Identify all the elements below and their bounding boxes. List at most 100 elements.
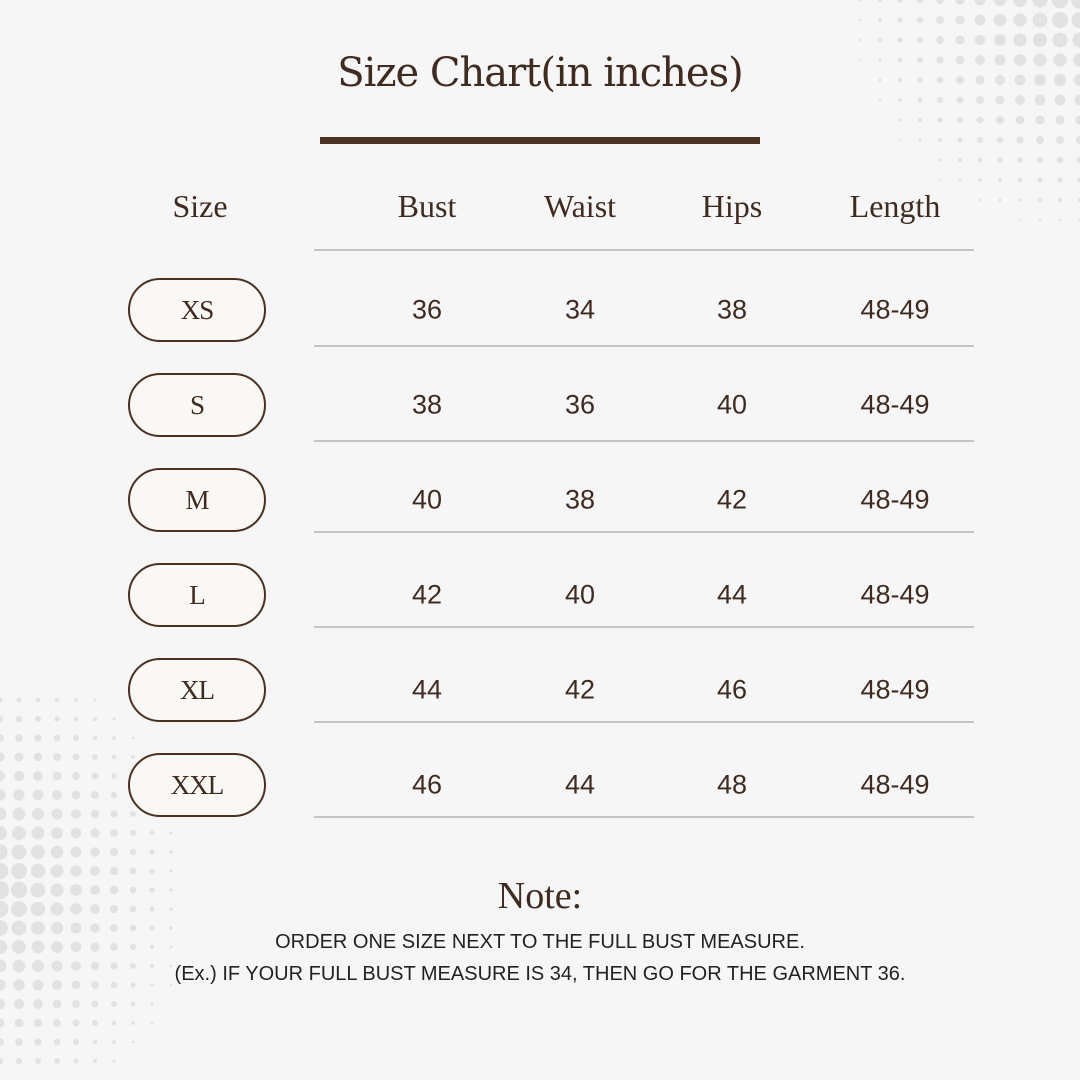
dot (1034, 94, 1046, 106)
dot (1013, 0, 1027, 7)
cell-length: 48-49 (860, 579, 930, 610)
header-bust: Bust (397, 188, 457, 224)
dot (35, 697, 41, 703)
dot (878, 18, 882, 22)
dot (1075, 115, 1080, 125)
dot (169, 926, 173, 930)
dot (130, 811, 136, 817)
dot (30, 863, 46, 879)
dot (32, 789, 44, 801)
dot (91, 1000, 99, 1008)
dot (149, 925, 155, 931)
dot (938, 178, 942, 182)
dot (0, 920, 8, 936)
cell-bust: 44 (411, 674, 443, 705)
dot (16, 697, 22, 703)
dot (1058, 218, 1062, 222)
dot (93, 717, 97, 721)
dot (898, 98, 902, 102)
dot (0, 900, 9, 918)
dot (1037, 177, 1043, 183)
dot (0, 939, 8, 955)
header-length: Length (849, 188, 941, 224)
dot (54, 1058, 60, 1064)
note-line: ORDER ONE SIZE NEXT TO THE FULL BUST MEA… (275, 931, 805, 953)
cell-hips: 40 (716, 389, 748, 420)
dot (1076, 156, 1080, 164)
header-waist: Waist (543, 188, 617, 224)
dot (71, 999, 81, 1009)
dot (129, 829, 137, 837)
dot (169, 888, 173, 892)
dot (109, 866, 119, 876)
dot (0, 998, 6, 1010)
dot (33, 999, 43, 1009)
size-pill-xxl: XXL (128, 753, 266, 817)
row-divider (314, 531, 974, 533)
dot (13, 998, 25, 1010)
dot (73, 1058, 79, 1064)
dot (53, 1038, 61, 1046)
dot (1055, 115, 1065, 125)
header-size: Size (172, 188, 228, 224)
dot (110, 962, 118, 970)
dot (74, 698, 78, 702)
dot (1033, 53, 1047, 67)
dot (1075, 135, 1080, 145)
cell-waist: 40 (564, 579, 596, 610)
cell-bust: 46 (411, 769, 443, 800)
dot (32, 808, 44, 820)
dot (918, 138, 922, 142)
dot (958, 158, 962, 162)
dot (976, 116, 984, 124)
dot (33, 752, 43, 762)
dot (90, 847, 100, 857)
dot (10, 881, 28, 899)
dot (878, 78, 882, 82)
dot (11, 901, 27, 917)
cell-bust: 42 (411, 579, 443, 610)
dot (898, 138, 902, 142)
cell-bust: 36 (411, 294, 443, 325)
dot (30, 882, 46, 898)
dot (958, 178, 962, 182)
dot (1036, 136, 1044, 144)
row-divider (314, 249, 974, 251)
dot (34, 734, 42, 742)
dot (937, 137, 943, 143)
dot (90, 809, 100, 819)
dot (109, 904, 119, 914)
dot (916, 36, 924, 44)
cell-hips: 38 (716, 294, 748, 325)
dot (90, 885, 100, 895)
dot (955, 0, 965, 5)
cell-bust: 38 (411, 389, 443, 420)
dot (112, 736, 116, 740)
cell-waist: 34 (564, 294, 596, 325)
dot (51, 941, 63, 953)
dot (169, 831, 173, 835)
dot (1034, 74, 1046, 86)
dot (0, 1057, 4, 1065)
dot (917, 97, 923, 103)
dot (1032, 0, 1048, 8)
dot (0, 959, 7, 973)
dot (131, 1040, 135, 1044)
dot (936, 56, 944, 64)
dot (71, 980, 81, 990)
dot (73, 716, 79, 722)
row-divider (314, 816, 974, 818)
dot (1013, 13, 1027, 27)
dot (1032, 32, 1048, 48)
dot (1035, 115, 1045, 125)
dot (129, 924, 137, 932)
dot (149, 906, 155, 912)
dot (1071, 11, 1080, 29)
dot (70, 827, 82, 839)
dot (169, 983, 173, 987)
dot (878, 0, 882, 2)
dot (129, 886, 137, 894)
dot (0, 1038, 4, 1046)
dot (956, 96, 964, 104)
